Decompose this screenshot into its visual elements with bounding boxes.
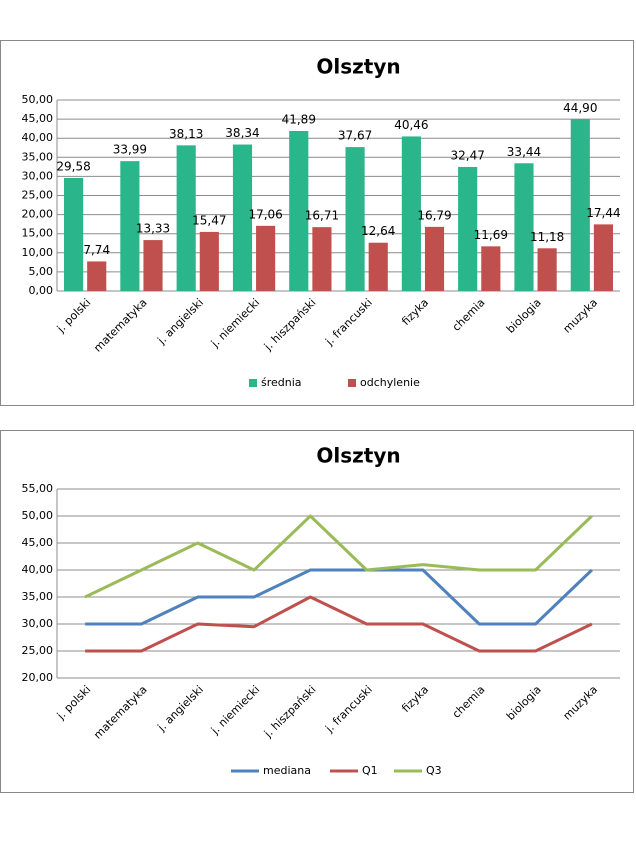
legend-label: Q3	[426, 764, 442, 777]
y-tick-label: 45,00	[22, 536, 54, 549]
bar	[481, 246, 501, 291]
line	[85, 568, 593, 626]
bar	[570, 119, 590, 292]
data-label: 17,44	[586, 206, 620, 220]
data-label: 16,71	[305, 209, 339, 223]
y-tick-label: 35,00	[22, 590, 54, 603]
data-label: 13,33	[136, 222, 170, 236]
bar	[120, 161, 140, 291]
data-label: 41,89	[282, 112, 316, 126]
data-label: 11,69	[474, 228, 508, 242]
bar	[312, 227, 332, 291]
y-tick-label: 55,00	[22, 482, 54, 495]
bar	[345, 147, 365, 291]
bar	[143, 240, 163, 291]
line	[85, 595, 593, 653]
bar	[87, 261, 107, 291]
line	[84, 514, 593, 599]
data-label: 7,74	[83, 243, 110, 257]
bar	[514, 163, 534, 291]
data-label: 16,79	[417, 208, 451, 222]
y-tick-label: 25,00	[22, 189, 54, 202]
legend-swatch	[249, 379, 257, 387]
data-label: 11,18	[530, 230, 564, 244]
bar	[537, 248, 557, 291]
data-label: 17,06	[248, 207, 282, 221]
data-label: 40,46	[394, 118, 428, 132]
y-tick-label: 20,00	[22, 208, 54, 221]
y-tick-label: 40,00	[22, 131, 54, 144]
data-label: 29,58	[56, 160, 90, 174]
data-label: 15,47	[192, 213, 226, 227]
y-tick-label: 0,00	[29, 284, 54, 297]
bar	[401, 136, 421, 291]
chart-frame	[0, 430, 634, 793]
data-label: 33,44	[507, 145, 541, 159]
y-tick-label: 35,00	[22, 150, 54, 163]
bar	[232, 144, 253, 291]
bar	[593, 224, 613, 291]
y-tick-label: 30,00	[22, 169, 54, 182]
chart-title: Olsztyn	[316, 55, 400, 79]
y-tick-label: 25,00	[22, 644, 54, 657]
data-label: 37,67	[338, 129, 372, 143]
y-tick-label: 50,00	[22, 93, 54, 106]
legend-label: Q1	[362, 764, 378, 777]
legend-label: mediana	[263, 764, 311, 777]
bar	[458, 166, 478, 291]
y-tick-label: 5,00	[29, 265, 54, 278]
bar	[64, 178, 84, 291]
data-label: 33,99	[113, 143, 147, 157]
legend-label: średnia	[261, 376, 302, 389]
bar	[256, 225, 276, 291]
legend-swatch	[348, 379, 356, 387]
y-tick-label: 45,00	[22, 112, 54, 125]
y-tick-label: 10,00	[22, 246, 54, 259]
data-label: 38,34	[225, 126, 259, 140]
y-tick-label: 20,00	[22, 671, 54, 684]
legend-label: odchylenie	[360, 376, 420, 389]
bar	[199, 231, 219, 291]
y-tick-label: 40,00	[22, 563, 54, 576]
y-tick-label: 50,00	[22, 509, 54, 522]
data-label: 38,13	[169, 127, 203, 141]
data-label: 12,64	[361, 224, 395, 238]
y-tick-label: 30,00	[22, 617, 54, 630]
bar	[368, 242, 388, 291]
chart-title: Olsztyn	[316, 444, 400, 468]
data-label: 32,47	[450, 148, 484, 162]
y-tick-label: 15,00	[22, 227, 54, 240]
bar	[176, 145, 196, 291]
data-label: 44,90	[563, 101, 597, 115]
bar	[289, 130, 309, 291]
bar	[424, 226, 445, 291]
